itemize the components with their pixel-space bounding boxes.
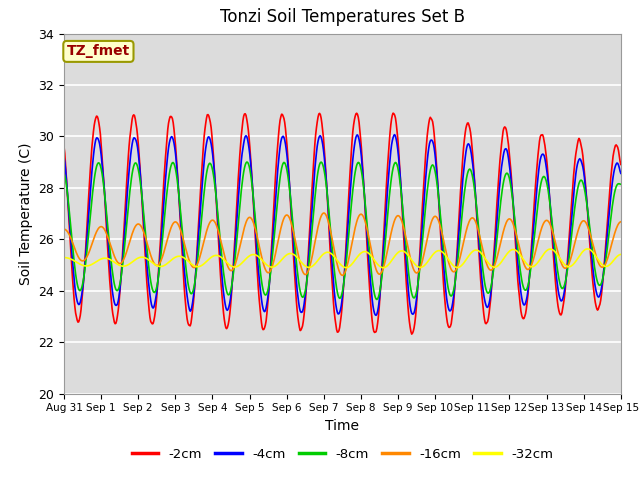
-8cm bbox=[412, 293, 419, 299]
Text: TZ_fmet: TZ_fmet bbox=[67, 44, 130, 59]
-32cm bbox=[617, 252, 625, 257]
-4cm bbox=[617, 170, 625, 176]
-2cm bbox=[428, 117, 436, 122]
-32cm bbox=[584, 246, 591, 252]
-8cm bbox=[214, 206, 221, 212]
-2cm bbox=[70, 296, 78, 301]
-32cm bbox=[380, 265, 387, 271]
-16cm bbox=[428, 218, 436, 224]
-2cm bbox=[214, 218, 221, 224]
-8cm bbox=[184, 280, 192, 286]
-4cm bbox=[428, 137, 436, 143]
-4cm bbox=[70, 276, 78, 282]
-16cm bbox=[321, 210, 328, 216]
-16cm bbox=[214, 225, 221, 231]
-4cm bbox=[412, 303, 419, 309]
-4cm bbox=[60, 154, 68, 160]
-16cm bbox=[70, 244, 78, 250]
-32cm bbox=[428, 254, 435, 260]
-32cm bbox=[411, 261, 419, 267]
-16cm bbox=[412, 270, 419, 276]
-2cm bbox=[184, 320, 192, 326]
Line: -4cm: -4cm bbox=[64, 134, 621, 315]
-8cm bbox=[428, 163, 436, 168]
-8cm bbox=[617, 181, 625, 187]
-2cm bbox=[408, 331, 415, 337]
-8cm bbox=[70, 258, 78, 264]
Line: -8cm: -8cm bbox=[64, 162, 621, 300]
-32cm bbox=[184, 258, 192, 264]
Y-axis label: Soil Temperature (C): Soil Temperature (C) bbox=[19, 143, 33, 285]
-16cm bbox=[127, 233, 135, 239]
-16cm bbox=[617, 219, 625, 225]
-8cm bbox=[60, 171, 68, 177]
Title: Tonzi Soil Temperatures Set B: Tonzi Soil Temperatures Set B bbox=[220, 9, 465, 26]
-8cm bbox=[243, 159, 251, 165]
-16cm bbox=[338, 273, 346, 278]
Line: -2cm: -2cm bbox=[64, 113, 621, 334]
-2cm bbox=[412, 313, 419, 319]
-2cm bbox=[60, 144, 68, 150]
-8cm bbox=[373, 297, 381, 302]
-16cm bbox=[60, 226, 68, 232]
-4cm bbox=[127, 146, 135, 152]
-32cm bbox=[60, 254, 68, 260]
X-axis label: Time: Time bbox=[325, 419, 360, 433]
-4cm bbox=[372, 312, 380, 318]
-32cm bbox=[127, 260, 135, 265]
-32cm bbox=[70, 258, 78, 264]
-32cm bbox=[214, 252, 221, 258]
Legend: -2cm, -4cm, -8cm, -16cm, -32cm: -2cm, -4cm, -8cm, -16cm, -32cm bbox=[126, 443, 559, 466]
-8cm bbox=[127, 176, 135, 182]
Line: -32cm: -32cm bbox=[64, 249, 621, 268]
-16cm bbox=[184, 253, 192, 259]
-2cm bbox=[389, 110, 397, 116]
-4cm bbox=[184, 299, 192, 304]
-4cm bbox=[391, 132, 399, 137]
-2cm bbox=[127, 122, 135, 128]
Line: -16cm: -16cm bbox=[64, 213, 621, 276]
-4cm bbox=[214, 211, 221, 216]
-2cm bbox=[617, 162, 625, 168]
